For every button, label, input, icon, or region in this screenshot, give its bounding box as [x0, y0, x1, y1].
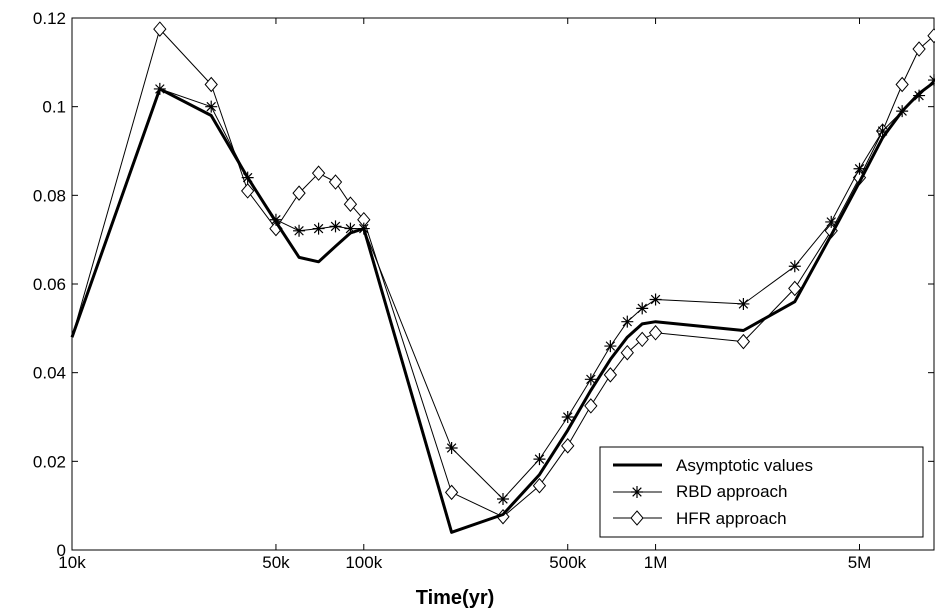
y-tick-label: 0.08	[33, 186, 66, 205]
data-point-star	[604, 340, 617, 353]
data-point-star	[561, 411, 574, 423]
data-point-diamond	[895, 76, 909, 93]
data-point-diamond	[328, 174, 343, 190]
legend-label-rbd: RBD approach	[676, 482, 788, 501]
x-tick-label: 500k	[549, 553, 586, 572]
data-point-diamond	[561, 438, 575, 454]
data-point-diamond	[603, 367, 618, 383]
series-rbd-approach	[71, 74, 935, 506]
y-tick-label: 0.02	[33, 452, 66, 471]
y-tick-label: 0.1	[42, 98, 66, 117]
legend-marker-diamond	[630, 510, 644, 526]
x-tick-label: 50k	[262, 553, 290, 572]
y-tick-label: 0	[57, 541, 66, 560]
data-point-star	[312, 222, 325, 235]
data-point-diamond	[292, 185, 306, 201]
legend: Asymptotic values RBD approach HFR appro…	[599, 446, 924, 538]
data-point-star	[293, 224, 306, 237]
legend-marker-star	[631, 486, 643, 498]
data-point-diamond	[153, 21, 167, 37]
data-point-star	[788, 260, 801, 273]
y-tick-label: 0.04	[33, 364, 66, 383]
axes: 0 0.02 0.04 0.06 0.08 0.1 0.12 10k 50k 100k 500k 1M…	[33, 9, 935, 572]
legend-star-shape	[631, 486, 643, 498]
data-point-star	[649, 293, 662, 306]
data-point-diamond	[788, 280, 802, 297]
data-point-star	[853, 162, 866, 175]
legend-label-hfr: HFR approach	[676, 509, 787, 528]
data-point-diamond	[241, 183, 255, 199]
data-point-star	[497, 493, 509, 506]
data-point-star	[876, 125, 889, 138]
data-point-diamond	[635, 331, 649, 348]
x-tick-label: 1M	[644, 553, 668, 572]
x-tick-label: 5M	[848, 553, 872, 572]
data-point-diamond	[204, 76, 218, 93]
data-point-diamond	[584, 398, 598, 414]
data-point-diamond	[343, 196, 358, 212]
data-point-star	[344, 222, 357, 235]
y-tick-label: 0.06	[33, 275, 66, 294]
data-point-star	[329, 220, 342, 233]
x-tick-label: 100k	[345, 553, 382, 572]
data-point-star	[533, 453, 546, 466]
legend-label-asymptotic: Asymptotic values	[676, 456, 813, 475]
data-point-star	[445, 442, 458, 455]
series-line-rbd-approach	[71, 79, 935, 500]
data-point-star	[205, 100, 218, 113]
data-point-diamond	[648, 324, 663, 341]
series-hfr-approach	[71, 21, 935, 525]
y-tick-label: 0.12	[33, 9, 66, 28]
series-group	[70, 21, 935, 534]
data-point-star	[636, 302, 649, 315]
data-point-star	[928, 74, 935, 87]
series-line-asymptotic-values	[70, 81, 935, 534]
data-point-star	[737, 297, 750, 310]
data-point-diamond	[912, 41, 926, 57]
data-point-star	[621, 315, 634, 328]
data-point-diamond	[620, 344, 634, 361]
data-point-diamond	[311, 165, 326, 181]
data-point-diamond	[736, 333, 751, 350]
data-point-star	[584, 373, 597, 386]
data-point-diamond	[532, 477, 547, 494]
data-point-diamond	[444, 484, 459, 501]
data-point-diamond	[927, 27, 935, 44]
series-asymptotic-values	[70, 81, 935, 534]
x-axis-label: Time(yr)	[416, 587, 495, 609]
series-line-hfr-approach	[71, 28, 935, 518]
x-tick-label: 10k	[58, 553, 86, 572]
data-point-star	[825, 215, 838, 228]
